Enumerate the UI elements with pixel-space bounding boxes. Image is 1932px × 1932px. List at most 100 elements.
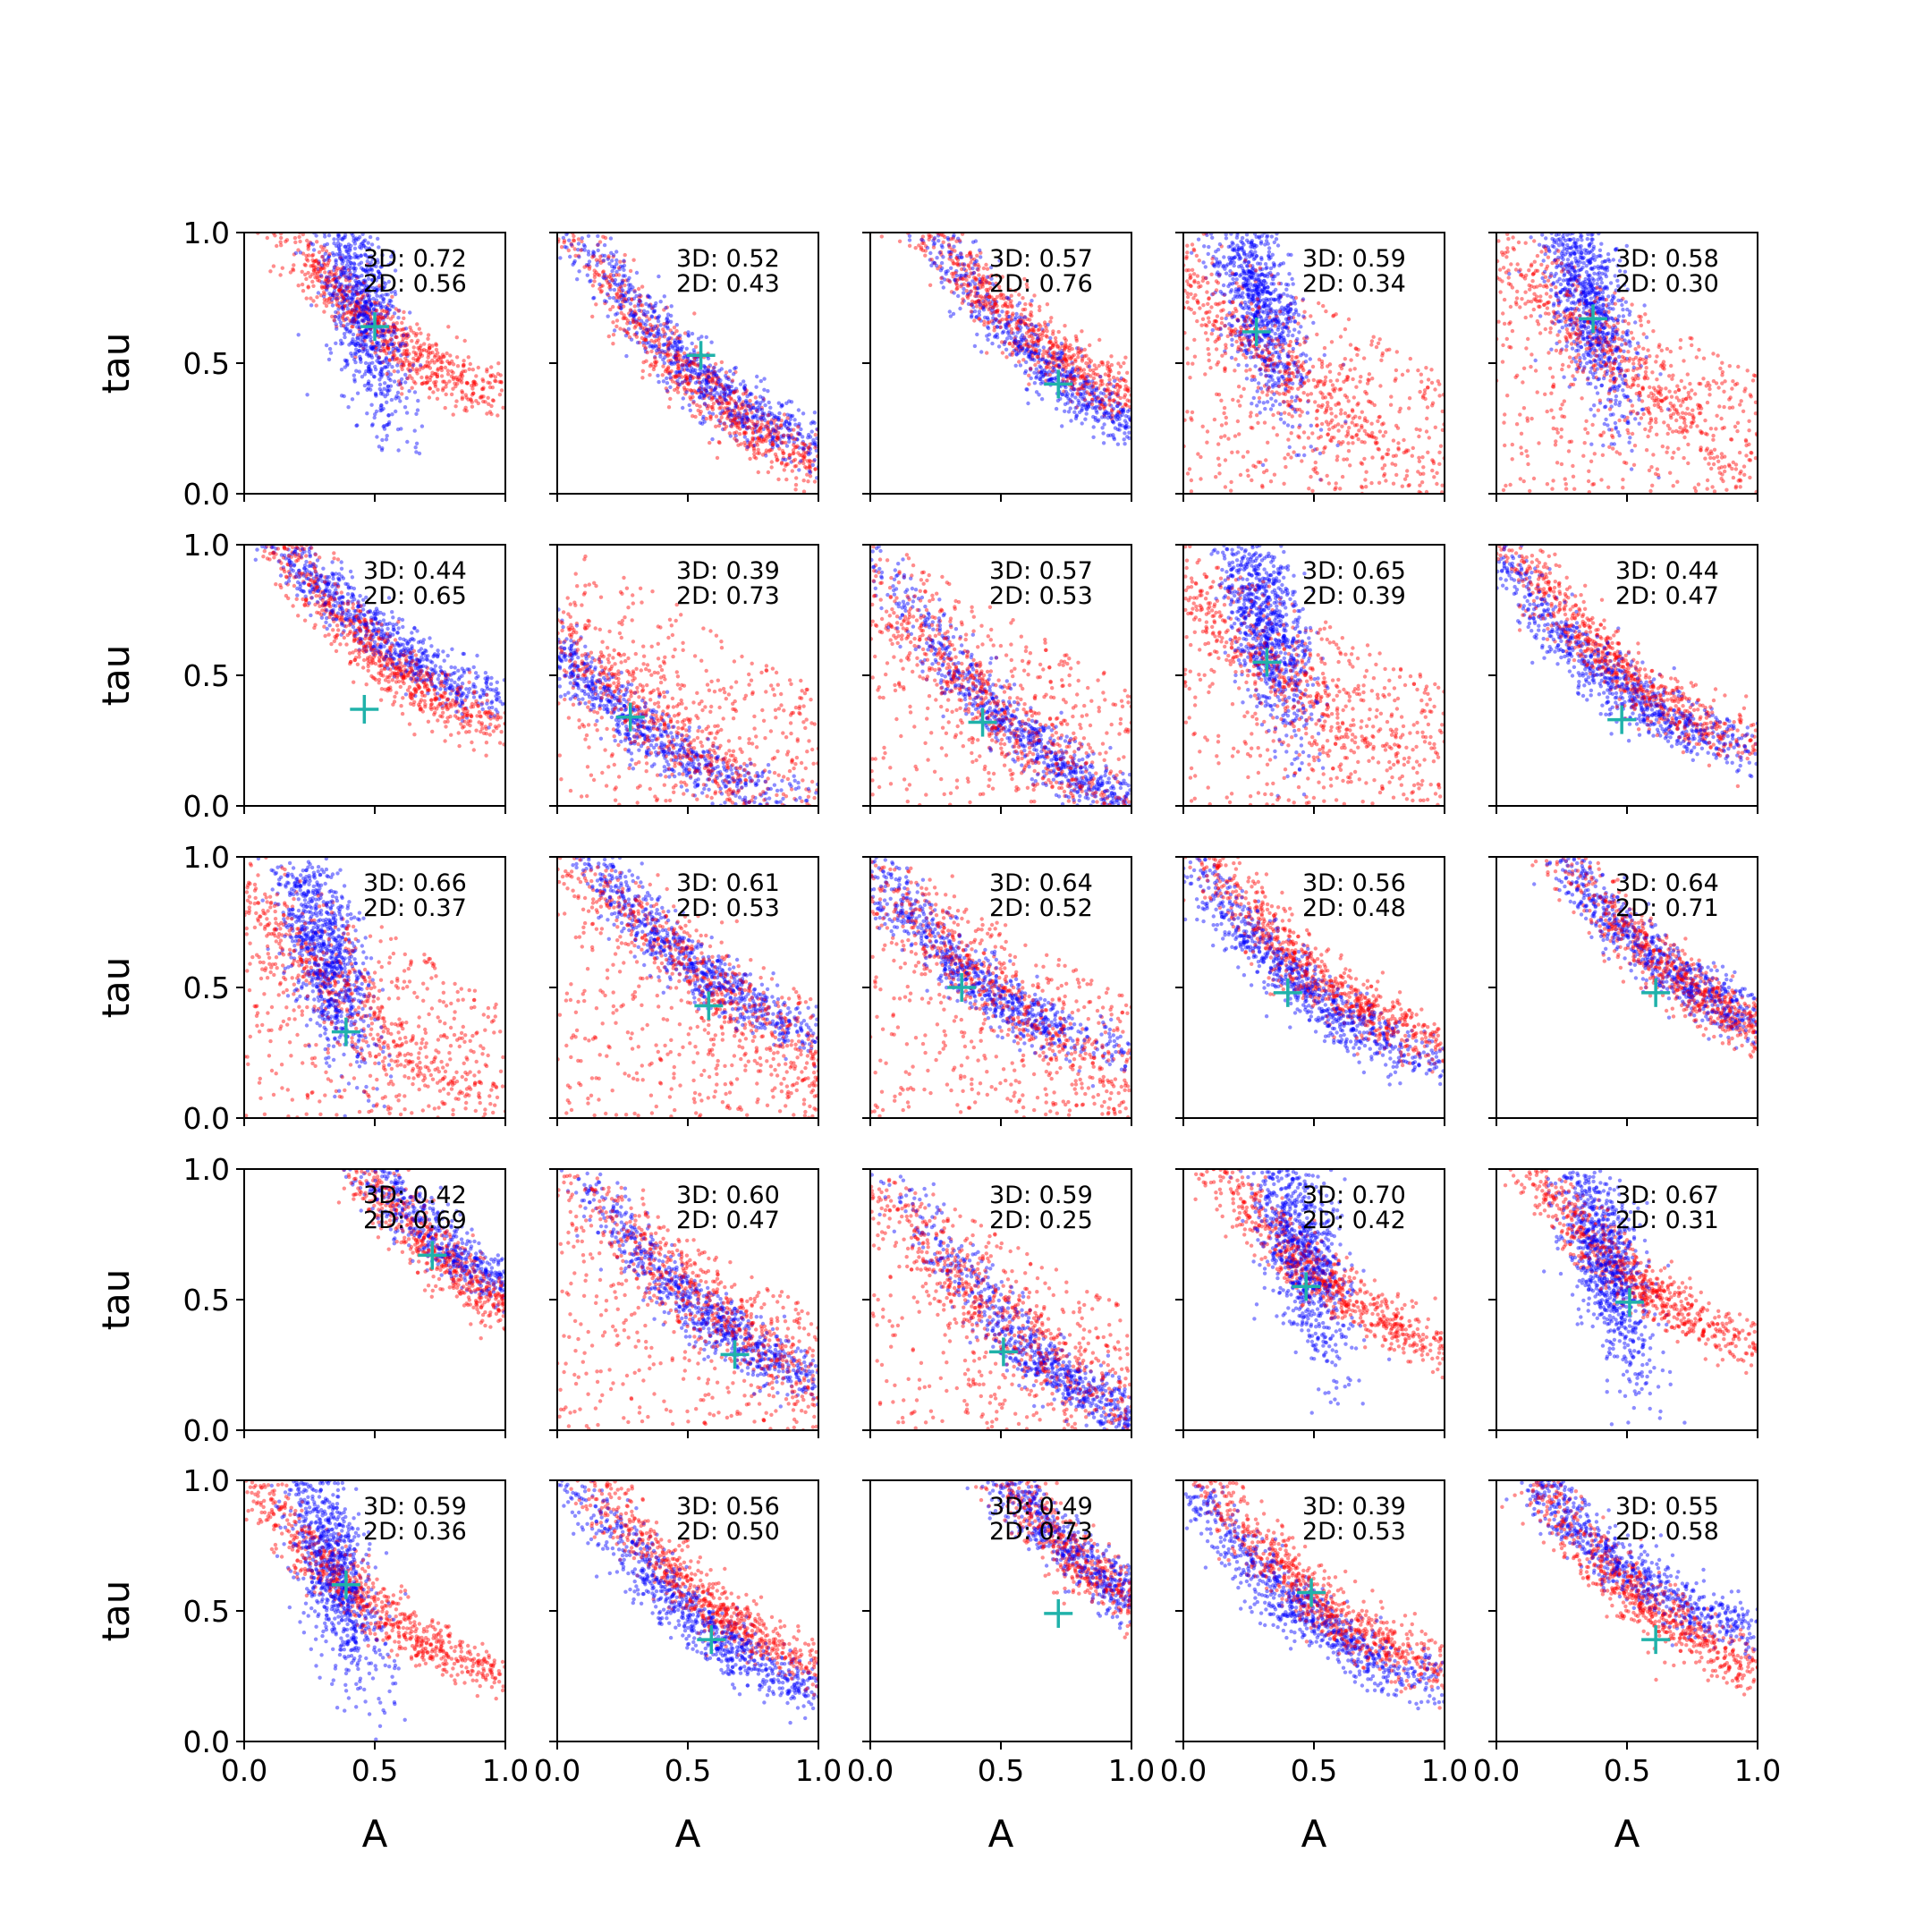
scatter-point-blue (343, 365, 347, 369)
scatter-point-blue (369, 267, 375, 273)
scatter-point-blue (1241, 249, 1246, 254)
scatter-point-blue (1018, 363, 1023, 368)
scatter-point-blue (403, 380, 408, 385)
scatter-point-red (391, 343, 395, 349)
scatter-point-red (325, 275, 329, 280)
scatter-point-blue (1123, 425, 1128, 429)
scatter-point-blue (1078, 391, 1082, 396)
scatter-point-red (364, 331, 369, 335)
scatter-point-red (1366, 399, 1371, 403)
scatter-point-red (1023, 322, 1028, 326)
scatter-point-blue (690, 391, 695, 395)
scatter-point-red (1199, 477, 1203, 481)
scatter-point-blue (771, 438, 775, 443)
scatter-point-red (980, 276, 985, 281)
scatter-point-red (435, 374, 440, 379)
scatter-point-red (597, 258, 602, 262)
scatter-point-red (691, 375, 696, 379)
scatter-point-blue (354, 300, 360, 305)
scatter-point-blue (330, 250, 335, 256)
scatter-point-red (1249, 411, 1253, 415)
scatter-point-red (954, 281, 959, 286)
scatter-point-blue (334, 309, 338, 315)
y-tick-label: 0.0 (183, 477, 230, 512)
scatter-point-blue (1070, 392, 1075, 396)
scatter-point-red (1014, 346, 1019, 352)
scatter-point-red (792, 459, 796, 463)
scatter-point-red (907, 243, 912, 248)
scatter-point-blue (355, 336, 360, 341)
scatter-point-red (498, 373, 503, 377)
scatter-point-red (1370, 430, 1375, 436)
scatter-point-red (422, 342, 427, 346)
scatter-point-blue (369, 368, 373, 372)
scatter-point-blue (352, 239, 356, 243)
scatter-point-blue (992, 318, 996, 323)
scatter-point-red (417, 348, 422, 352)
scatter-point-blue (367, 379, 371, 384)
scatter-point-blue (352, 373, 356, 377)
scatter-point-blue (716, 379, 721, 385)
scatter-point-red (994, 301, 998, 306)
scatter-point-blue (1266, 304, 1271, 309)
scatter-point-red (680, 375, 684, 379)
scatter-point-red (675, 352, 681, 358)
scatter-point-red (434, 379, 438, 384)
scatter-point-red (693, 390, 699, 394)
scatter-point-blue (1123, 425, 1128, 429)
scatter-point-blue (606, 314, 610, 318)
scatter-point-red (337, 288, 342, 292)
scatter-point-red (897, 239, 902, 243)
scatter-point-red (1223, 366, 1227, 370)
scatter-point-blue (688, 408, 692, 412)
scatter-point-red (674, 352, 678, 358)
scatter-point-blue (681, 396, 685, 401)
scatter-point-red (740, 406, 744, 411)
scatter-point-blue (355, 316, 360, 320)
scatter-point-red (606, 254, 611, 258)
scatter-point-blue (685, 363, 690, 368)
scatter-point-red (756, 451, 760, 455)
scatter-point-red (487, 381, 492, 386)
scatter-point-red (1388, 402, 1394, 407)
scatter-point-red (385, 371, 389, 377)
scatter-point-blue (1046, 373, 1050, 377)
scatter-point-blue (668, 375, 673, 380)
scatter-point-red (1014, 342, 1019, 346)
scatter-point-blue (393, 325, 397, 329)
scatter-point-blue (701, 363, 707, 369)
scatter-point-red (1000, 351, 1005, 355)
scatter-point-blue (374, 349, 378, 353)
scatter-point-red (318, 293, 324, 298)
scatter-point-blue (354, 289, 359, 294)
scatter-point-blue (379, 403, 384, 408)
scatter-point-blue (1021, 338, 1025, 343)
scatter-point-red (1310, 488, 1315, 493)
scatter-point-blue (1268, 266, 1274, 271)
scatter-point-blue (361, 338, 366, 343)
scatter-point-red (672, 326, 677, 330)
scatter-point-red (708, 392, 713, 396)
scatter-point-blue (995, 318, 999, 323)
scatter-point-red (401, 333, 406, 338)
scatter-point-red (708, 417, 713, 421)
scatter-point-red (1082, 397, 1088, 402)
scatter-point-blue (969, 254, 973, 259)
scatter-point-blue (958, 274, 962, 278)
scatter-point-blue (626, 296, 631, 301)
scatter-point-red (655, 324, 660, 328)
scatter-point-red (1097, 402, 1103, 406)
scatter-point-red (1285, 326, 1291, 330)
scatter-point-red (452, 376, 456, 380)
scatter-point-red (761, 397, 767, 402)
scatter-point-red (496, 413, 500, 418)
scatter-point-red (993, 301, 997, 306)
scatter-point-blue (1074, 414, 1079, 419)
scatter-point-blue (1007, 333, 1012, 338)
scatter-point-red (610, 278, 614, 283)
scatter-point-red (1030, 322, 1034, 326)
scatter-point-red (1417, 489, 1421, 494)
scatter-point-red (939, 252, 944, 257)
scatter-point-blue (928, 258, 933, 262)
scatter-point-blue (341, 307, 345, 312)
